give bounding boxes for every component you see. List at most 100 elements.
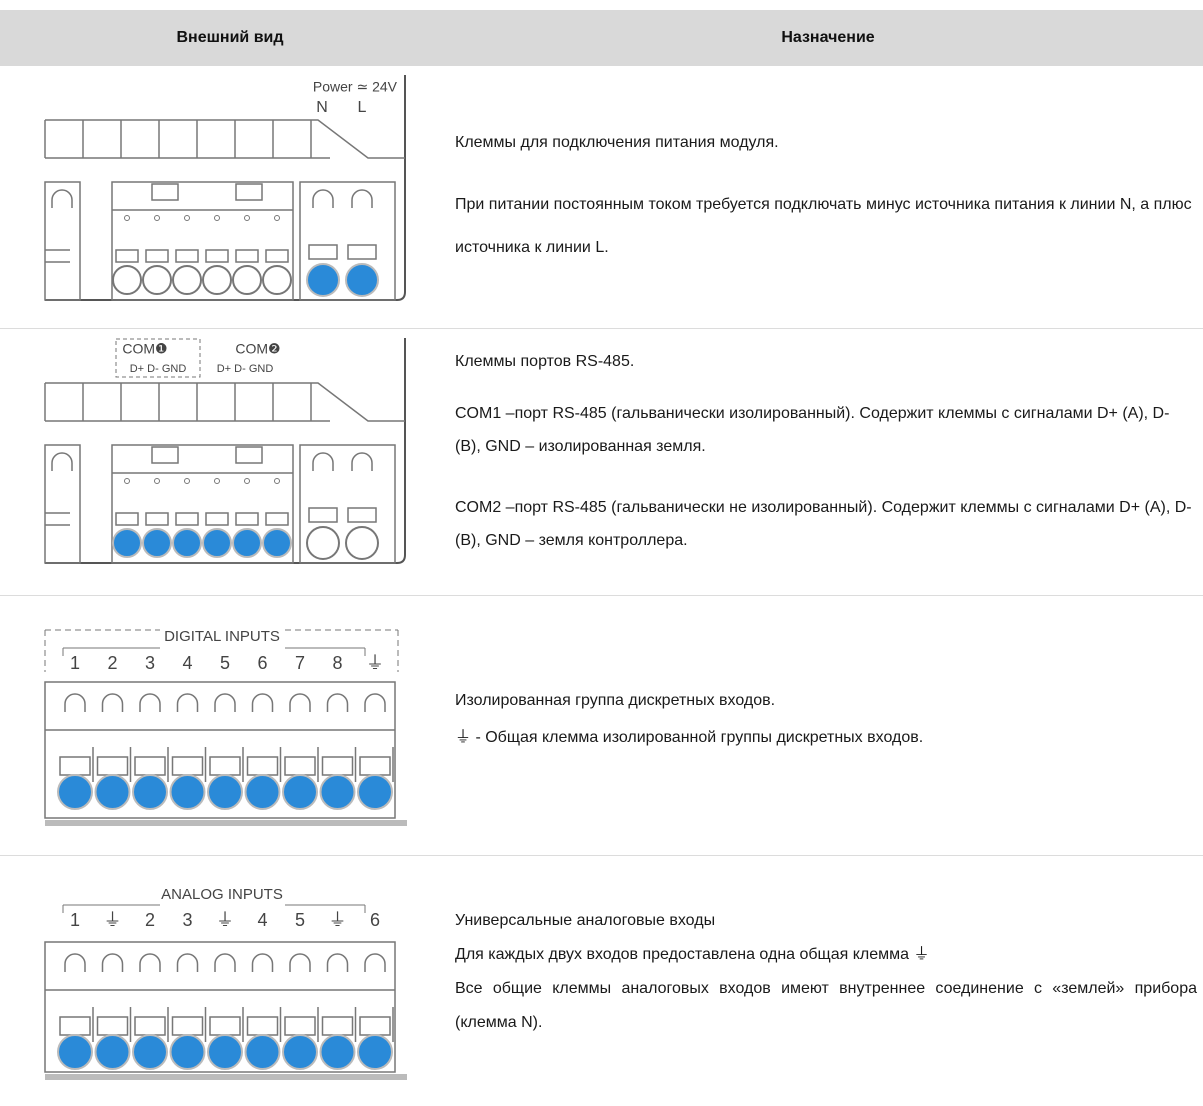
terminal	[172, 528, 202, 558]
description: COM1 –порт RS-485 (гальванически изолиро…	[455, 405, 1170, 455]
outline	[235, 249, 259, 263]
terminal-cap	[101, 953, 124, 972]
outline	[235, 183, 263, 201]
terminal-cap	[364, 693, 386, 712]
terminal	[94, 1034, 131, 1070]
pin-dot	[124, 478, 130, 484]
outline	[145, 512, 169, 526]
outline	[134, 1016, 166, 1036]
dashed-frame	[115, 338, 201, 378]
outline	[171, 756, 204, 776]
terminal	[232, 265, 262, 295]
outline	[246, 1016, 279, 1036]
image-title: DIGITAL INPUTS	[164, 628, 280, 645]
outline	[115, 249, 139, 263]
terminal-label: ⏚	[329, 910, 347, 930]
terminal-label: 2	[107, 653, 117, 673]
terminal-label: 4	[257, 910, 267, 930]
outline	[134, 756, 166, 776]
terminal-cap	[251, 953, 274, 972]
row-separator	[0, 328, 1203, 329]
outline	[347, 244, 377, 260]
terminal-label: 2	[145, 910, 155, 930]
row-separator	[0, 595, 1203, 596]
terminal	[306, 526, 340, 560]
terminal-label: 4	[182, 653, 192, 673]
outline	[145, 249, 169, 263]
terminal-cap	[214, 953, 236, 972]
terminal-cap	[364, 953, 386, 972]
outline	[321, 756, 354, 776]
outline	[205, 512, 229, 526]
description: Клеммы для подключения питания модуля.	[455, 134, 779, 151]
image-label: L	[358, 99, 367, 116]
pin-dot	[154, 478, 160, 484]
description: ⏚ - Общая клемма изолированной группы ди…	[455, 729, 924, 746]
outline	[284, 1016, 316, 1036]
terminal	[132, 1034, 168, 1070]
outline	[96, 1016, 129, 1036]
pin-dot	[214, 478, 220, 484]
terminal-label: 3	[182, 910, 192, 930]
terminal-cap	[64, 953, 86, 972]
terminal	[345, 526, 379, 560]
terminal	[282, 774, 318, 810]
outline	[96, 756, 129, 776]
terminal	[57, 1034, 93, 1070]
terminal	[94, 774, 131, 810]
terminal	[142, 528, 172, 558]
pin-dot	[154, 215, 160, 221]
row-separator	[0, 855, 1203, 856]
pin-dot	[184, 215, 190, 221]
pin-dot	[274, 478, 280, 484]
terminal-cap	[326, 953, 349, 972]
description: Все общие клеммы аналоговых входов имеют…	[455, 980, 1197, 1031]
terminal-label: ⏚	[366, 653, 384, 673]
image-label: D+ D- GND	[130, 363, 187, 375]
terminal	[207, 1034, 243, 1070]
outline	[209, 756, 241, 776]
terminal-cap	[326, 693, 349, 712]
outline	[299, 444, 396, 564]
outline	[308, 244, 338, 260]
image-label: Power ≃ 24V	[313, 79, 398, 95]
terminal-cap	[176, 953, 199, 972]
pin-dot	[124, 215, 130, 221]
terminal-cap	[312, 189, 334, 208]
outline	[308, 507, 338, 523]
terminal	[142, 265, 172, 295]
terminal	[169, 774, 206, 810]
terminal-cap	[351, 452, 373, 471]
terminal	[169, 1034, 206, 1070]
terminal-cap	[289, 693, 311, 712]
terminal-cap	[101, 693, 124, 712]
terminal	[345, 263, 379, 297]
terminal-cap	[289, 953, 311, 972]
pin-dot	[244, 478, 250, 484]
terminal-cap	[139, 693, 161, 712]
terminal-label: 6	[257, 653, 267, 673]
terminal-label: 1	[70, 653, 80, 673]
terminal-cap	[214, 693, 236, 712]
outline	[44, 444, 81, 564]
terminal-label: ⏚	[216, 910, 234, 930]
header-cell: Назначение	[781, 29, 875, 46]
terminal	[282, 1034, 318, 1070]
terminal	[112, 265, 142, 295]
terminal-cap	[51, 189, 73, 208]
terminal	[202, 265, 232, 295]
outline	[265, 249, 289, 263]
image-label: D+ D- GND	[217, 363, 274, 375]
description: Для каждых двух входов предоставлена одн…	[455, 946, 930, 963]
terminal-cap	[176, 693, 199, 712]
outline	[209, 1016, 241, 1036]
terminal	[262, 528, 292, 558]
base-bar	[45, 1074, 407, 1080]
housing	[45, 75, 406, 301]
outline	[44, 681, 396, 819]
terminal	[57, 774, 93, 810]
table-header: Внешний вид Назначение	[0, 10, 1203, 66]
outline	[44, 181, 81, 301]
outline	[359, 1016, 391, 1036]
